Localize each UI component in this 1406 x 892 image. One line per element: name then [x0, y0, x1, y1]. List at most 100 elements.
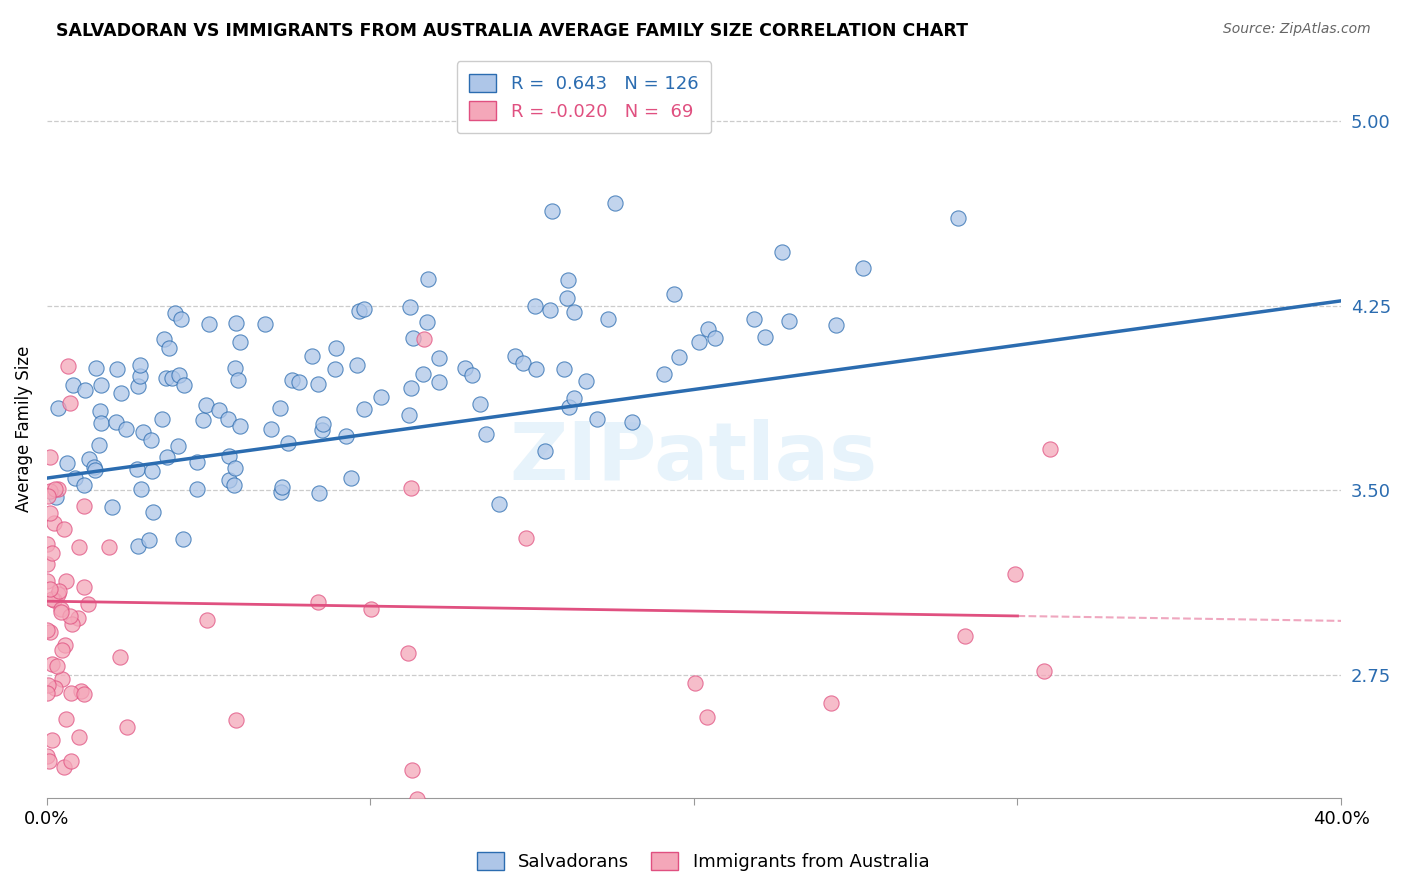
Point — [37, 678, 59, 692]
Point — [603, 196, 626, 211]
Point — [98, 540, 121, 554]
Point — [307, 377, 329, 392]
Point — [172, 532, 194, 546]
Point — [585, 412, 607, 426]
Point — [360, 602, 382, 616]
Point — [46, 587, 69, 601]
Point — [277, 435, 299, 450]
Point — [346, 358, 368, 372]
Point — [53, 759, 76, 773]
Point — [186, 482, 208, 496]
Point — [59, 608, 82, 623]
Point — [73, 500, 96, 514]
Point — [142, 506, 165, 520]
Point — [553, 362, 575, 376]
Point — [41, 592, 63, 607]
Point — [197, 317, 219, 331]
Point — [90, 416, 112, 430]
Point — [138, 533, 160, 547]
Point — [538, 302, 561, 317]
Point — [270, 480, 292, 494]
Point — [194, 398, 217, 412]
Point — [39, 506, 62, 520]
Point — [56, 456, 79, 470]
Point — [778, 313, 800, 327]
Point — [541, 204, 564, 219]
Point — [153, 332, 176, 346]
Point — [90, 377, 112, 392]
Point — [697, 322, 720, 336]
Point — [668, 350, 690, 364]
Point — [108, 650, 131, 665]
Point — [51, 605, 73, 619]
Point — [311, 417, 333, 432]
Point — [398, 408, 420, 422]
Point — [141, 464, 163, 478]
Point — [105, 416, 128, 430]
Point — [139, 433, 162, 447]
Point — [41, 657, 63, 671]
Point — [413, 332, 436, 346]
Text: ZIPatlas: ZIPatlas — [510, 419, 879, 498]
Point — [269, 401, 291, 415]
Point — [129, 358, 152, 372]
Point — [75, 383, 97, 397]
Y-axis label: Average Family Size: Average Family Size — [15, 346, 32, 512]
Point — [523, 299, 546, 313]
Point — [662, 287, 685, 301]
Point — [67, 540, 90, 554]
Point — [35, 557, 58, 571]
Point — [515, 531, 537, 545]
Point — [51, 643, 73, 657]
Point — [59, 396, 82, 410]
Point — [418, 271, 440, 285]
Point — [150, 412, 173, 426]
Point — [51, 602, 73, 616]
Point — [170, 312, 193, 326]
Point — [39, 483, 62, 498]
Point — [742, 312, 765, 326]
Point — [193, 413, 215, 427]
Point — [270, 484, 292, 499]
Point — [46, 483, 69, 497]
Point — [696, 709, 718, 723]
Point — [42, 516, 65, 531]
Point — [852, 261, 875, 276]
Point — [115, 720, 138, 734]
Point — [73, 687, 96, 701]
Point — [218, 474, 240, 488]
Point — [225, 713, 247, 727]
Point — [132, 425, 155, 440]
Point — [427, 375, 450, 389]
Point — [44, 681, 66, 696]
Point — [301, 350, 323, 364]
Point — [55, 574, 77, 589]
Point — [820, 696, 842, 710]
Point — [55, 712, 77, 726]
Point — [35, 623, 58, 637]
Point — [83, 459, 105, 474]
Point — [41, 732, 63, 747]
Point — [416, 315, 439, 329]
Point — [260, 422, 283, 436]
Point — [127, 379, 149, 393]
Point — [461, 368, 484, 382]
Point — [70, 683, 93, 698]
Point — [128, 369, 150, 384]
Point — [79, 452, 101, 467]
Point — [186, 455, 208, 469]
Point — [412, 368, 434, 382]
Point — [226, 373, 249, 387]
Point — [512, 355, 534, 369]
Point — [45, 490, 67, 504]
Point — [287, 375, 309, 389]
Point — [339, 471, 361, 485]
Point — [427, 351, 450, 365]
Point — [475, 427, 498, 442]
Point — [524, 361, 547, 376]
Point — [51, 672, 73, 686]
Point — [399, 300, 422, 314]
Point — [37, 574, 59, 589]
Point — [77, 597, 100, 611]
Point — [562, 391, 585, 405]
